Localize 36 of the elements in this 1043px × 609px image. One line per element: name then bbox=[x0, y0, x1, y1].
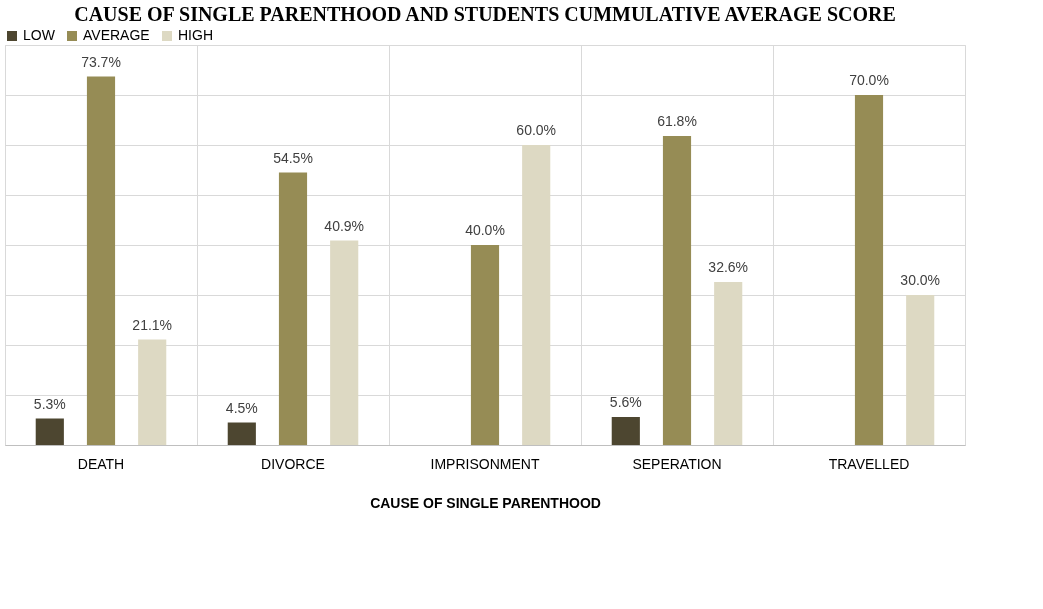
data-label: 70.0% bbox=[849, 72, 889, 88]
bar bbox=[278, 172, 308, 445]
legend-label: HIGH bbox=[178, 27, 213, 43]
bar bbox=[138, 339, 167, 445]
data-label: 5.3% bbox=[33, 395, 66, 412]
data-label: 21.1% bbox=[132, 316, 173, 333]
bar bbox=[86, 76, 116, 445]
x-axis-title: CAUSE OF SINGLE PARENTHOOD bbox=[370, 494, 601, 511]
data-label: 61.8% bbox=[657, 113, 697, 129]
x-tick-label: DEATH bbox=[77, 455, 125, 472]
x-tick-label: IMPRISONMENT bbox=[430, 455, 540, 472]
data-label: 73.7% bbox=[81, 53, 121, 70]
data-label: 40.9% bbox=[324, 217, 365, 234]
x-tick-label: SEPERATION bbox=[632, 455, 722, 472]
bar bbox=[906, 295, 935, 445]
legend-label: AVERAGE bbox=[83, 27, 150, 43]
legend-label: LOW bbox=[23, 27, 56, 43]
bar bbox=[662, 136, 692, 445]
x-tick-label: TRAVELLED bbox=[828, 455, 910, 472]
data-label: 30.0% bbox=[900, 272, 941, 288]
bar bbox=[35, 418, 64, 445]
data-label: 40.0% bbox=[465, 222, 505, 238]
bar bbox=[854, 95, 884, 445]
bar bbox=[522, 145, 551, 445]
bar bbox=[470, 245, 500, 445]
bar bbox=[611, 417, 640, 445]
data-label: 32.6% bbox=[708, 259, 749, 275]
data-label: 60.0% bbox=[516, 122, 557, 138]
bar bbox=[330, 240, 359, 445]
bar bbox=[227, 422, 256, 445]
data-label: 5.6% bbox=[609, 394, 642, 410]
data-label: 54.5% bbox=[273, 149, 313, 166]
chart-title: CAUSE OF SINGLE PARENTHOOD AND STUDENTS CUMMULATIVE AVERAGE SCORE bbox=[74, 3, 896, 25]
bar bbox=[714, 282, 743, 445]
x-tick-label: DIVORCE bbox=[261, 455, 325, 472]
data-label: 4.5% bbox=[225, 399, 258, 416]
